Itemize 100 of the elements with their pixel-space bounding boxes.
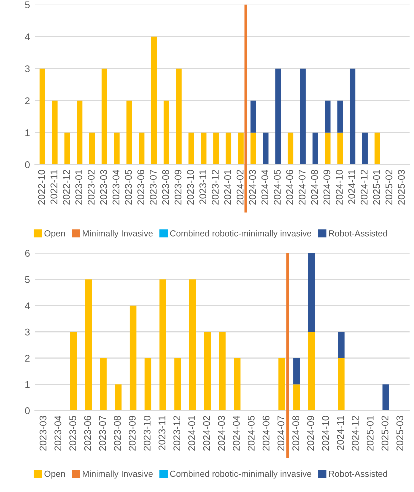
bar — [126, 100, 132, 165]
x-tick-label: 2025-01 — [366, 416, 374, 451]
bar — [294, 358, 300, 385]
x-tick-label: 2023-01 — [76, 170, 82, 205]
x-tick-label: 2024-07 — [278, 416, 285, 451]
bar — [338, 358, 345, 411]
bar — [52, 100, 58, 165]
x-tick-label: 2024-01 — [188, 416, 196, 451]
x-tick-label: 2024-08 — [311, 170, 318, 205]
x-tick-label: 2024-09 — [307, 416, 314, 451]
x-tick-label: 2022-11 — [50, 170, 58, 204]
bar — [288, 132, 294, 165]
x-tick-label: 2023-10 — [187, 170, 194, 205]
x-tick-label: 2023-06 — [84, 416, 92, 451]
bar — [308, 253, 316, 332]
x-tick-label: 2024-07 — [298, 170, 306, 205]
bar — [176, 68, 182, 165]
x-tick-label: 2023-07 — [99, 416, 106, 451]
legend-label: Combined robotic-minimally invasive — [170, 470, 312, 479]
x-tick-label: 2023-06 — [138, 170, 144, 205]
x-tick-label: 2023-12 — [212, 170, 219, 205]
x-tick-label: 2024-04 — [262, 170, 269, 205]
legend-label: Minimally Invasive — [83, 470, 153, 479]
bar — [338, 332, 345, 358]
bar — [234, 358, 241, 411]
bar — [188, 132, 194, 165]
bar — [160, 280, 166, 411]
bar — [300, 68, 306, 165]
bar — [115, 384, 122, 411]
y-tick-label: 1 — [26, 381, 30, 388]
x-tick-label: 2024-06 — [262, 416, 270, 451]
y-tick-label: 3 — [25, 328, 30, 336]
bar — [214, 132, 220, 165]
bar — [174, 358, 182, 411]
x-tick-label: 2023-03 — [40, 416, 47, 451]
y-tick-label: 2 — [25, 98, 30, 104]
bar — [152, 36, 158, 165]
x-tick-label: 2024-01 — [224, 170, 232, 205]
x-tick-label: 2023-11 — [200, 170, 207, 204]
bar — [189, 280, 196, 411]
bar — [204, 332, 211, 411]
bar — [294, 384, 300, 411]
x-tick-label: 2024-03 — [218, 416, 226, 451]
bar — [276, 68, 282, 165]
bar — [144, 358, 152, 411]
legend-label: Robot-Assisted — [329, 470, 388, 478]
bar — [374, 132, 380, 165]
y-tick-label: 4 — [25, 34, 30, 40]
x-tick-label: 2024-10 — [336, 170, 343, 205]
x-tick-label: 2023-12 — [174, 416, 181, 451]
legend-label: Minimally Invasive — [83, 230, 153, 238]
bar — [130, 306, 137, 411]
y-tick-label: 3 — [25, 66, 30, 72]
bar — [164, 100, 170, 165]
bar — [70, 332, 78, 411]
legend-label: Combined robotic-minimally invasive — [170, 230, 312, 238]
bar — [114, 132, 120, 165]
bar — [77, 100, 83, 165]
y-tick-label: 4 — [25, 302, 30, 310]
x-tick-label: 2023-08 — [162, 170, 170, 205]
bar — [201, 132, 207, 165]
bar — [100, 358, 107, 411]
x-tick-label: 2023-04 — [112, 170, 120, 205]
x-tick-label: 2024-02 — [236, 170, 244, 205]
y-tick-label: 5 — [25, 2, 30, 9]
legend-label: Robot-Assisted — [329, 230, 388, 237]
x-tick-label: 2024-02 — [203, 416, 210, 451]
bar — [312, 132, 318, 165]
x-tick-label: 2024-12 — [352, 416, 359, 451]
x-tick-label: 2023-03 — [100, 170, 108, 205]
y-tick-label: 2 — [25, 355, 30, 362]
bar — [338, 132, 344, 165]
y-tick-label: 5 — [25, 276, 30, 284]
x-tick-label: 2025-02 — [382, 416, 389, 451]
x-tick-label: 2023-05 — [125, 170, 132, 205]
bar — [89, 132, 96, 165]
x-tick-label: 2025-02 — [386, 170, 393, 205]
x-tick-label: 2024-05 — [274, 170, 281, 205]
legend-label: Open — [44, 230, 66, 238]
bar — [64, 132, 70, 165]
bar — [382, 384, 390, 411]
x-tick-label: 2024-03 — [249, 170, 256, 205]
x-tick-label: 2024-06 — [286, 170, 294, 205]
x-tick-label: 2024-09 — [324, 170, 331, 205]
x-tick-label: 2023-09 — [174, 170, 182, 205]
x-tick-label: 2024-12 — [360, 170, 368, 205]
x-tick-label: 2023-11 — [158, 416, 166, 450]
x-tick-label: 2022-12 — [63, 170, 70, 205]
bar — [250, 100, 256, 133]
bar — [278, 358, 286, 411]
y-tick-label: 0 — [25, 162, 30, 168]
x-tick-label: 2023-10 — [144, 416, 151, 451]
bar — [40, 68, 46, 165]
x-tick-label: 2023-05 — [70, 416, 76, 451]
x-tick-label: 2024-11 — [348, 170, 356, 204]
bar — [250, 132, 256, 165]
x-tick-label: 2023-02 — [88, 170, 95, 205]
bar — [308, 332, 316, 411]
x-tick-label: 2024-04 — [233, 416, 240, 451]
x-tick-label: 2022-10 — [38, 170, 46, 205]
